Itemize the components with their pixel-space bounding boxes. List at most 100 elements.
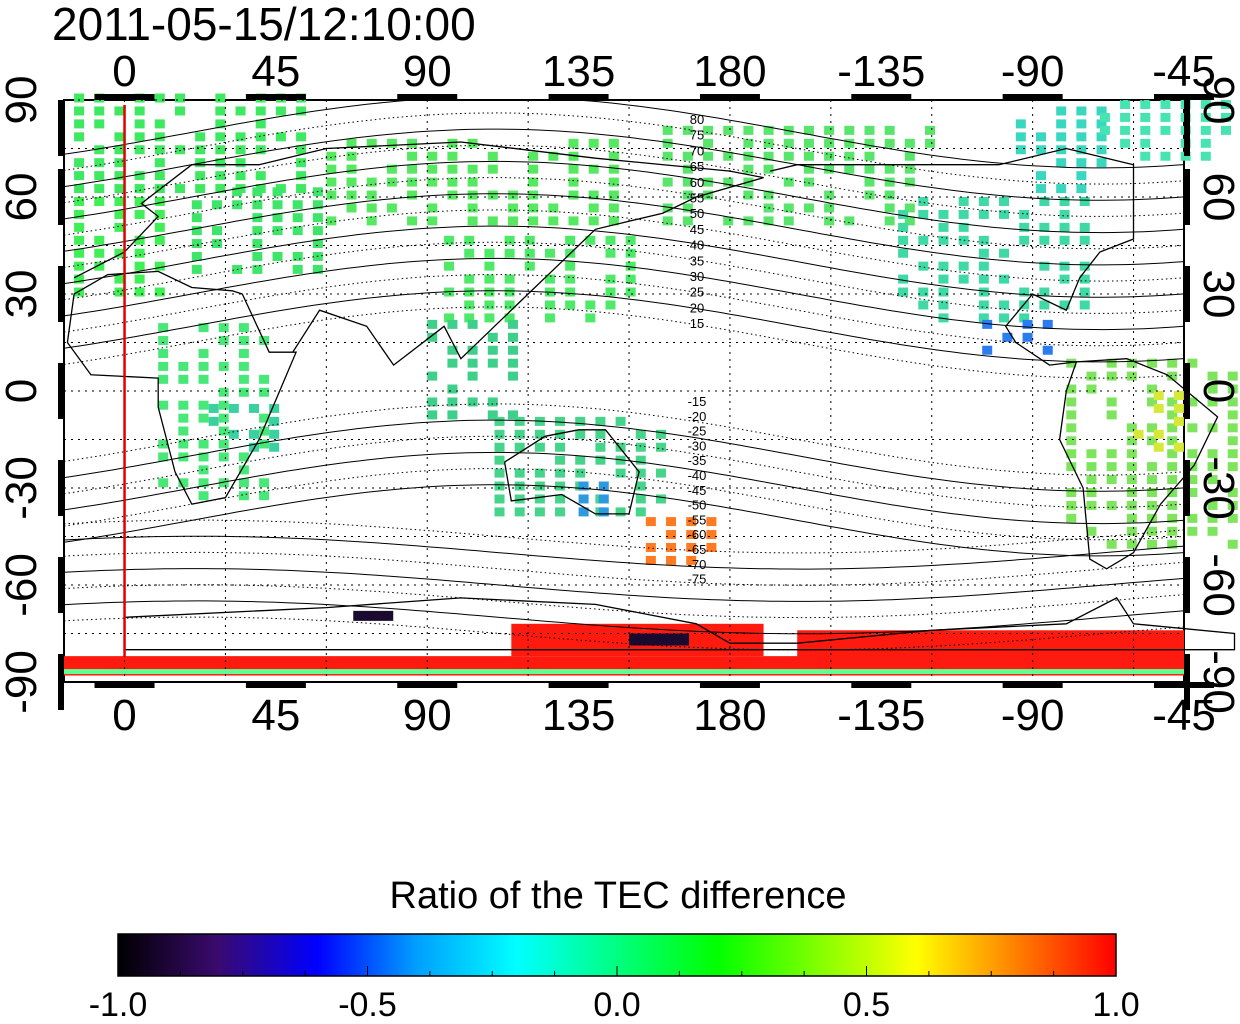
tec-cell [326, 177, 337, 187]
tec-cell [706, 542, 717, 552]
frame-tick-top [1002, 94, 1063, 100]
tec-cell [1187, 513, 1198, 523]
tec-cell [703, 151, 714, 161]
tec-cell [494, 429, 505, 439]
tec-cell [178, 426, 189, 436]
tec-cell [507, 371, 518, 381]
tec-cell [666, 517, 677, 527]
frame-tick-bottom [397, 682, 458, 688]
tec-cell [904, 203, 915, 213]
tec-cell [191, 213, 202, 223]
tec-cell [218, 361, 229, 371]
tec-cell [1147, 500, 1158, 510]
tec-cell [598, 507, 609, 517]
tec-cell [114, 274, 125, 284]
tec-cell [1106, 449, 1117, 459]
tec-cell [999, 300, 1010, 310]
tec-cell [366, 138, 377, 148]
tec-cell [898, 274, 909, 284]
tec-cell [444, 313, 455, 323]
tec-cell [958, 197, 969, 206]
tec-cell [1167, 500, 1178, 510]
tec-cell [938, 261, 949, 271]
tec-cell [275, 132, 286, 142]
tec-cell [1187, 526, 1198, 536]
tec-cell [198, 348, 209, 358]
tec-cell [74, 197, 85, 206]
tec-cell [703, 125, 714, 135]
tec-cell [178, 439, 189, 449]
tec-cell [178, 374, 189, 384]
tec-cell [578, 507, 589, 517]
tec-cell [686, 517, 697, 527]
tec-cell [326, 151, 337, 161]
tec-cell [1140, 125, 1151, 135]
tec-cell [464, 235, 475, 245]
tec-cell [1187, 358, 1198, 368]
contour-label: 55 [690, 191, 704, 206]
tec-cell [94, 184, 105, 194]
mag-contour [63, 257, 1185, 331]
mag-contour [63, 241, 1185, 314]
tec-cell [605, 248, 616, 258]
tec-cell [1207, 475, 1218, 485]
tec-cell [1036, 132, 1047, 142]
tec-cell [467, 203, 478, 213]
tec-cell [447, 319, 458, 329]
tec-cell [252, 239, 263, 249]
tec-cell [158, 452, 169, 462]
tec-cell [608, 151, 619, 161]
tec-cell [528, 164, 539, 174]
tec-cell [272, 251, 283, 261]
tec-cell [444, 235, 455, 245]
tec-cell [1147, 526, 1158, 536]
tec-cell [898, 222, 909, 232]
tec-cell [1140, 138, 1151, 148]
tec-cell [1066, 513, 1077, 523]
tec-cell [978, 248, 989, 258]
tec-cell [1039, 287, 1050, 297]
contour-label: 45 [690, 222, 704, 237]
frame-tick-right [1184, 266, 1190, 322]
mag-contour [63, 568, 1185, 602]
tec-cell [884, 216, 895, 226]
tec-cell [158, 348, 169, 358]
tec-cell [783, 203, 794, 213]
tec-cell [1227, 500, 1238, 510]
tec-cell [904, 177, 915, 187]
tec-cell [1167, 488, 1178, 497]
tec-cell [191, 251, 202, 261]
tec-cell [1153, 442, 1164, 452]
tec-cell [743, 138, 754, 148]
tec-cell [259, 491, 270, 501]
tec-cell [248, 403, 259, 413]
tec-cell [407, 138, 418, 148]
tec-cell [487, 332, 498, 342]
tec-cell [1173, 442, 1184, 452]
tec-cell [255, 171, 266, 181]
mag-contour [63, 419, 1185, 492]
tec-cell [94, 197, 105, 206]
frame-tick-right [1184, 363, 1190, 419]
tec-cell [467, 319, 478, 329]
tec-cell [1056, 119, 1067, 129]
tec-cell [366, 203, 377, 213]
tec-cell [296, 132, 307, 142]
tec-cell [228, 429, 239, 439]
tec-cell [548, 203, 559, 213]
tec-cell [1126, 436, 1137, 446]
bottom-longitude-ticks: 0 45 90 135 180 -135 -90 -45 [112, 691, 1215, 740]
frame-tick-left [58, 460, 64, 516]
mag-contour [63, 290, 1185, 363]
tec-cell [255, 106, 266, 116]
tec-cell [743, 164, 754, 174]
right-latitude-ticks: 90 60 30 0 -30 -60 -90 [1194, 76, 1240, 714]
tec-cell [346, 138, 357, 148]
tec-cell [723, 125, 734, 135]
tec-cell [407, 164, 418, 174]
tec-cell [1096, 132, 1107, 142]
frame-ticks [58, 94, 1214, 710]
tec-cell [259, 426, 270, 436]
tec-cell [1056, 132, 1067, 142]
